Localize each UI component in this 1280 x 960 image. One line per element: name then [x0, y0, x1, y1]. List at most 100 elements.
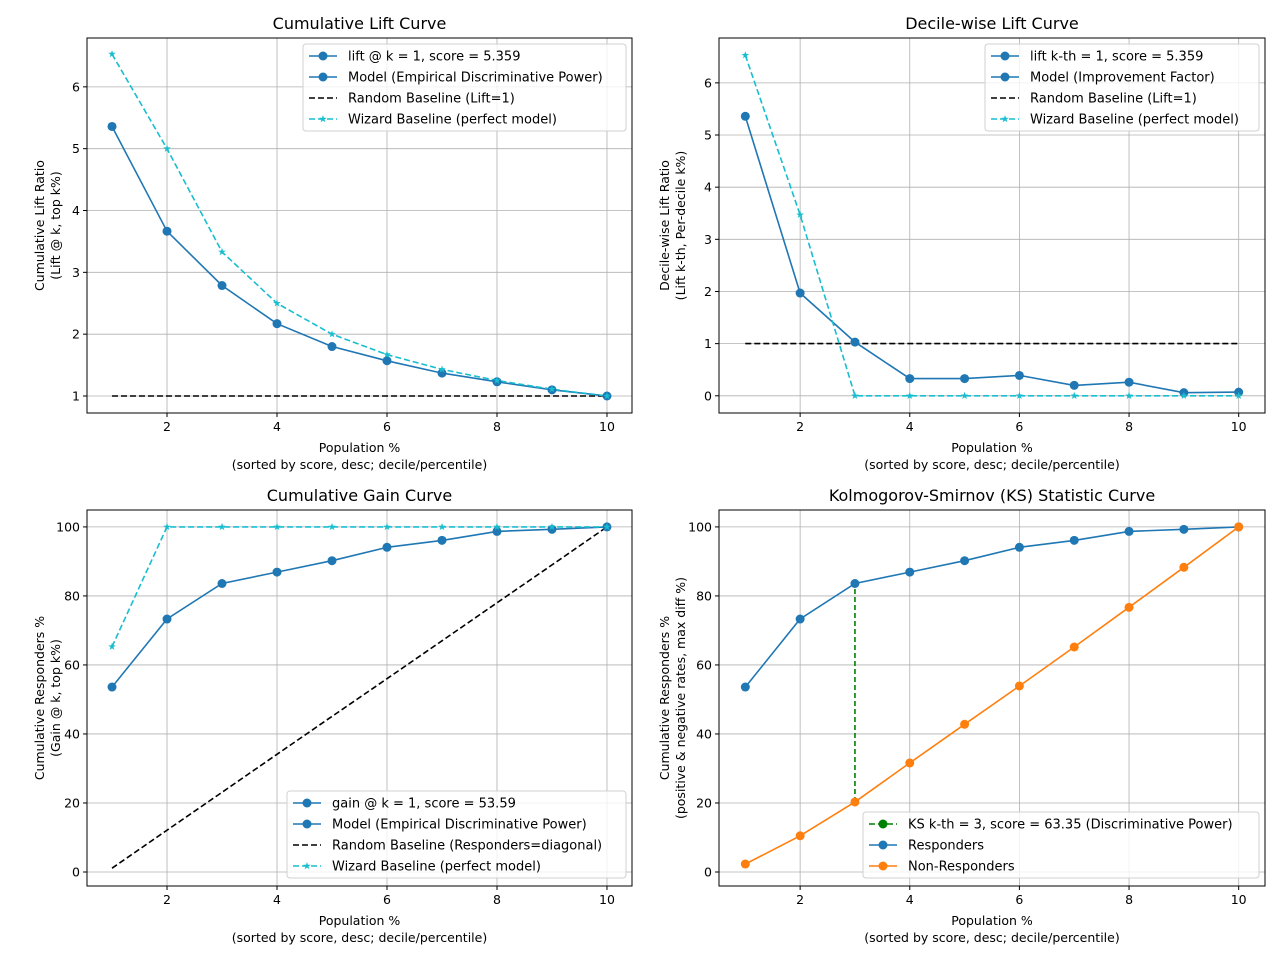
- data-point-star: [1015, 391, 1024, 399]
- y-tick-label: 1: [72, 388, 80, 403]
- y-tick-label: 20: [696, 795, 712, 810]
- y-tick-label: 6: [704, 75, 712, 90]
- legend-entry: Model (Empirical Discriminative Power): [348, 71, 603, 86]
- legend-marker: [1000, 51, 1010, 61]
- data-point: [547, 524, 557, 534]
- legend-entry: Responders: [908, 839, 984, 854]
- y-tick-label: 5: [704, 128, 712, 143]
- y-tick-label: 20: [64, 795, 80, 810]
- data-point: [740, 682, 750, 692]
- axes-frame: [718, 37, 1266, 414]
- legend-marker: [302, 819, 312, 829]
- data-point: [1179, 562, 1189, 572]
- series-line-2: [111, 526, 608, 869]
- x-tick-label: 2: [163, 419, 171, 434]
- data-point-star: [603, 392, 611, 400]
- x-tick-label: 8: [1125, 419, 1133, 434]
- data-point-star: [603, 522, 611, 531]
- y-axis-sublabel: (Lift k-th, Per-decile k%): [673, 151, 688, 301]
- legend-entry: Random Baseline (Lift=1): [348, 92, 515, 107]
- data-point: [162, 614, 172, 624]
- data-point: [1124, 526, 1134, 536]
- data-point-star: [108, 50, 116, 58]
- y-tick-label: 100: [56, 519, 80, 534]
- data-point-star: [438, 365, 446, 373]
- data-point: [740, 859, 750, 869]
- x-tick-label: 8: [493, 892, 501, 907]
- y-axis-label: Cumulative Responders %: [657, 616, 672, 780]
- data-point: [795, 288, 805, 298]
- data-point: [905, 567, 915, 577]
- data-point-star: [493, 376, 501, 384]
- y-tick-label: 60: [696, 657, 712, 672]
- x-tick-label: 2: [163, 892, 171, 907]
- data-point-star: [438, 522, 446, 531]
- legend: gain @ k = 1, score = 53.59 Model (Empiri…: [286, 790, 627, 879]
- data-point: [1069, 535, 1079, 545]
- legend-box: [286, 790, 627, 879]
- x-tick-label: 4: [273, 892, 281, 907]
- legend-entry: Non-Responders: [908, 860, 1015, 875]
- data-point: [905, 758, 915, 768]
- data-point-star: [108, 642, 116, 650]
- data-point-star: [383, 350, 391, 358]
- y-axis-sublabel: (positive & negative rates, max diff %): [673, 577, 688, 819]
- data-point: [795, 831, 805, 841]
- data-point: [272, 319, 282, 329]
- data-point-star: [548, 385, 556, 393]
- x-axis-sublabel: (sorted by score, desc; decile/percentil…: [232, 930, 487, 945]
- x-tick-label: 4: [906, 419, 914, 434]
- data-point: [437, 535, 447, 545]
- data-point: [1014, 681, 1024, 691]
- y-tick-label: 80: [696, 588, 712, 603]
- y-tick-label: 40: [64, 726, 80, 741]
- data-point: [740, 111, 750, 121]
- y-tick-label: 4: [704, 180, 712, 195]
- legend-entry: Wizard Baseline (perfect model): [332, 860, 541, 875]
- data-point: [327, 342, 337, 352]
- y-tick-label: 4: [72, 203, 80, 218]
- y-tick-label: 0: [704, 864, 712, 879]
- data-point: [272, 567, 282, 577]
- data-point-star: [218, 522, 226, 531]
- data-point: [1069, 380, 1079, 390]
- series-line-1: [111, 126, 608, 397]
- data-point: [850, 797, 860, 807]
- y-tick-label: 0: [72, 864, 80, 879]
- legend-entry: Model (Improvement Factor): [1030, 71, 1215, 86]
- data-point-star: [741, 51, 750, 59]
- data-point-star: [851, 391, 859, 399]
- y-tick-label: 1: [704, 336, 712, 351]
- data-point-star: [1234, 391, 1243, 399]
- legend-entry: lift k-th = 1, score = 5.359: [1030, 50, 1203, 65]
- data-point: [217, 281, 227, 291]
- legend-entry: Model (Empirical Discriminative Power): [332, 818, 587, 833]
- legend: lift k-th = 1, score = 5.359 Model (Impro…: [984, 43, 1260, 132]
- data-point: [1014, 542, 1024, 552]
- y-tick-label: 40: [696, 726, 712, 741]
- legend-box: [984, 43, 1260, 132]
- chart-title: Decile-wise Lift Curve: [905, 14, 1079, 33]
- legend-marker: [878, 861, 888, 871]
- chart-title: Cumulative Lift Curve: [273, 14, 447, 33]
- legend-star-icon: [303, 862, 311, 870]
- series-line-1: [744, 526, 1239, 688]
- series-line-3: [744, 54, 1239, 397]
- data-point-star: [328, 522, 336, 531]
- legend-box: [862, 811, 1260, 879]
- series-line-1: [744, 116, 1239, 394]
- legend: KS k-th = 3, score = 63.35 (Discriminati…: [862, 811, 1260, 879]
- series-line-3: [111, 526, 607, 648]
- y-axis-label: Cumulative Responders %: [32, 616, 47, 780]
- x-tick-label: 10: [1231, 892, 1247, 907]
- y-axis-sublabel: (Gain @ k, top k%): [48, 639, 63, 757]
- legend-entry: Wizard Baseline (perfect model): [1030, 113, 1239, 128]
- chart-title: Cumulative Gain Curve: [267, 486, 452, 505]
- data-point: [960, 556, 970, 566]
- x-tick-label: 6: [383, 419, 391, 434]
- data-point: [492, 526, 502, 536]
- data-point-star: [493, 522, 501, 531]
- x-axis-label: Population %: [951, 440, 1033, 455]
